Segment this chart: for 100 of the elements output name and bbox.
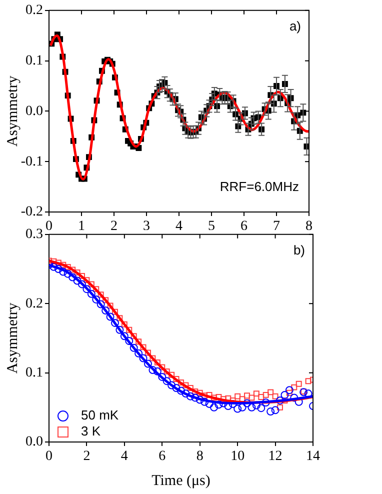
x-tick-label: 5 bbox=[208, 219, 215, 234]
point bbox=[148, 366, 157, 374]
point bbox=[79, 272, 85, 279]
x-tick-label: 12 bbox=[268, 449, 282, 464]
point bbox=[277, 404, 283, 410]
point bbox=[177, 386, 185, 395]
legend-label: 50 mK bbox=[81, 408, 119, 423]
point bbox=[211, 394, 217, 401]
point bbox=[130, 344, 138, 352]
annotation: b) bbox=[293, 242, 305, 258]
x-tick-label: 14 bbox=[306, 449, 320, 464]
point bbox=[145, 350, 151, 356]
point bbox=[182, 390, 190, 398]
point bbox=[210, 403, 218, 412]
point bbox=[111, 318, 119, 327]
point bbox=[50, 262, 58, 271]
point bbox=[98, 292, 104, 298]
point bbox=[234, 393, 241, 400]
y-tick-label: 0.2 bbox=[26, 296, 43, 312]
point bbox=[272, 393, 278, 400]
point bbox=[162, 377, 171, 386]
x-tick-label: 4 bbox=[120, 449, 128, 464]
x-tick-label: 4 bbox=[176, 219, 182, 234]
point bbox=[285, 386, 294, 394]
y-tick-label: 0.3 bbox=[26, 227, 43, 242]
point bbox=[102, 306, 110, 315]
point bbox=[150, 355, 156, 362]
point bbox=[125, 336, 134, 345]
point bbox=[158, 372, 166, 381]
point bbox=[291, 384, 298, 390]
point bbox=[168, 381, 176, 390]
point bbox=[248, 403, 256, 412]
x-tick-label: 8 bbox=[306, 219, 312, 234]
point bbox=[266, 408, 275, 416]
point bbox=[153, 367, 162, 376]
y-tick-label: 0.1 bbox=[26, 53, 43, 68]
x-tick-label: 2 bbox=[110, 219, 118, 234]
point bbox=[271, 406, 280, 414]
point bbox=[96, 300, 105, 308]
y-axis-title: Asymmetry bbox=[4, 302, 21, 374]
point bbox=[54, 265, 62, 273]
y-tick-label: 0.0 bbox=[26, 434, 43, 450]
point bbox=[182, 382, 189, 388]
point bbox=[168, 372, 175, 378]
point bbox=[84, 277, 90, 284]
x-tick-label: 3 bbox=[143, 219, 150, 234]
point bbox=[116, 326, 124, 334]
point bbox=[140, 344, 146, 350]
x-tick-label: 0 bbox=[46, 449, 52, 464]
point bbox=[296, 380, 302, 387]
point bbox=[70, 266, 76, 273]
point bbox=[59, 268, 68, 276]
point bbox=[234, 404, 242, 413]
point bbox=[258, 394, 264, 400]
point bbox=[60, 262, 66, 268]
point bbox=[253, 390, 260, 397]
y-axis-title: Asymmetry bbox=[4, 75, 21, 147]
point bbox=[136, 338, 142, 345]
point bbox=[120, 332, 128, 340]
point bbox=[68, 273, 77, 282]
point bbox=[106, 312, 114, 321]
point bbox=[55, 260, 62, 266]
legend-label: 3 K bbox=[81, 424, 101, 439]
point bbox=[305, 378, 312, 384]
x-tick-label: 7 bbox=[273, 219, 280, 234]
point bbox=[238, 403, 246, 412]
y-tick-label: 0.1 bbox=[26, 365, 43, 380]
point bbox=[116, 315, 123, 322]
point bbox=[186, 392, 194, 400]
point bbox=[88, 281, 94, 288]
y-tick-label: 0.2 bbox=[26, 3, 43, 18]
point bbox=[252, 401, 260, 410]
x-tick-label: 1 bbox=[78, 219, 85, 234]
x-tick-label: 2 bbox=[83, 449, 90, 464]
x-tick-label: 10 bbox=[230, 449, 245, 464]
point bbox=[268, 389, 274, 396]
point bbox=[159, 364, 166, 370]
point bbox=[257, 404, 266, 412]
point bbox=[172, 384, 180, 392]
y-tick-label: 0.0 bbox=[26, 104, 43, 119]
point bbox=[102, 297, 109, 304]
point bbox=[82, 285, 91, 294]
point bbox=[112, 308, 118, 315]
point bbox=[93, 286, 100, 292]
x-axis-title: Time (μs) bbox=[152, 472, 210, 489]
y-tick-label: -0.2 bbox=[20, 204, 43, 220]
x-tick-label: 6 bbox=[240, 219, 248, 234]
point bbox=[130, 333, 137, 340]
point bbox=[144, 360, 152, 368]
point bbox=[196, 390, 203, 396]
point bbox=[121, 321, 128, 328]
point bbox=[154, 359, 160, 366]
point bbox=[74, 269, 80, 276]
point bbox=[73, 276, 82, 285]
point bbox=[243, 399, 251, 408]
annotation: RRF=6.0MHz bbox=[220, 179, 299, 194]
point bbox=[164, 368, 170, 374]
point bbox=[134, 349, 143, 358]
point bbox=[200, 398, 209, 406]
point bbox=[191, 394, 200, 402]
